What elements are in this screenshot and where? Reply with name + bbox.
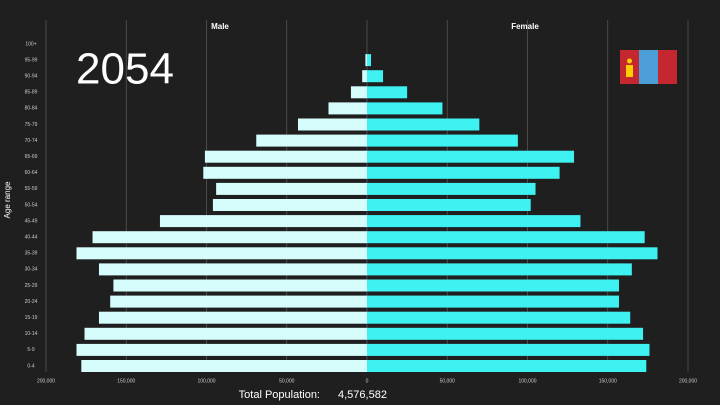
- x-tick-label: 0: [366, 378, 369, 384]
- bar: [367, 247, 658, 260]
- bar: [365, 54, 367, 67]
- y-tick-label: 20-24: [25, 299, 38, 305]
- y-tick-label: 10-14: [25, 331, 38, 337]
- y-tick-label: 50-54: [25, 202, 38, 208]
- bar: [203, 166, 367, 179]
- y-tick-label: 85-89: [25, 90, 38, 96]
- bar: [113, 279, 367, 292]
- bar: [216, 182, 367, 195]
- bar: [367, 343, 650, 356]
- y-tick-label: 25-29: [25, 283, 38, 289]
- bar: [212, 199, 367, 211]
- bar: [362, 70, 367, 83]
- bar: [367, 102, 443, 115]
- legend-label: Male: [211, 22, 229, 31]
- y-tick-label: 60-64: [25, 170, 38, 176]
- y-tick-label: 0-4: [27, 363, 34, 369]
- legend-label: Female: [511, 22, 539, 31]
- bar: [76, 247, 368, 260]
- chart-title: 2054: [76, 45, 174, 94]
- bar: [350, 86, 367, 99]
- y-tick-label: 45-49: [25, 218, 38, 224]
- bar: [98, 263, 367, 276]
- bar: [98, 311, 367, 324]
- bar: [367, 215, 581, 228]
- bar: [367, 311, 631, 324]
- x-tick-label: 200,000: [37, 378, 55, 384]
- total-value: 4,576,582: [338, 389, 387, 401]
- bar: [367, 360, 647, 372]
- bar: [367, 70, 384, 83]
- bar: [367, 166, 560, 179]
- y-tick-label: 75-79: [25, 122, 38, 128]
- flag: [620, 50, 677, 84]
- bar: [256, 134, 367, 147]
- y-tick-label: 55-59: [25, 186, 38, 192]
- bar: [84, 327, 368, 340]
- y-tick-label: 70-74: [25, 138, 38, 144]
- bar: [367, 182, 536, 195]
- bar: [81, 360, 367, 372]
- bar: [367, 54, 372, 67]
- y-tick-label: 90-94: [25, 74, 38, 80]
- y-tick-label: 65-69: [25, 154, 38, 160]
- bar: [367, 279, 619, 292]
- x-tick-label: 50,000: [440, 378, 456, 384]
- bar: [204, 150, 367, 163]
- bar: [328, 102, 367, 115]
- y-tick-label: 80-84: [25, 106, 38, 112]
- y-tick-label: 35-39: [25, 251, 38, 257]
- bar: [110, 295, 367, 308]
- x-tick-label: 150,000: [599, 378, 617, 384]
- x-tick-label: 100,000: [197, 378, 215, 384]
- bar: [367, 231, 645, 244]
- bar: [367, 118, 480, 131]
- total-label: Total Population:: [239, 389, 320, 401]
- y-tick-label: 15-19: [25, 315, 38, 321]
- bar: [367, 327, 644, 340]
- bar: [367, 263, 632, 276]
- y-tick-label: 95-99: [25, 57, 38, 63]
- y-tick-label: 100+: [25, 41, 36, 47]
- bar: [297, 118, 367, 131]
- bar: [367, 150, 575, 163]
- bar: [92, 231, 368, 244]
- x-tick-label: 150,000: [117, 378, 135, 384]
- bar: [76, 343, 368, 356]
- x-tick-label: 50,000: [279, 378, 295, 384]
- bar: [367, 86, 408, 99]
- x-tick-label: 200,000: [679, 378, 697, 384]
- bar: [159, 215, 367, 228]
- y-axis-label: Age range: [3, 181, 12, 218]
- bar: [367, 199, 531, 211]
- y-tick-label: 40-44: [25, 235, 38, 241]
- bar: [367, 134, 518, 147]
- x-tick-label: 100,000: [518, 378, 536, 384]
- bar: [367, 295, 619, 308]
- y-tick-label: 30-34: [25, 267, 38, 273]
- y-tick-label: 5-9: [27, 347, 34, 353]
